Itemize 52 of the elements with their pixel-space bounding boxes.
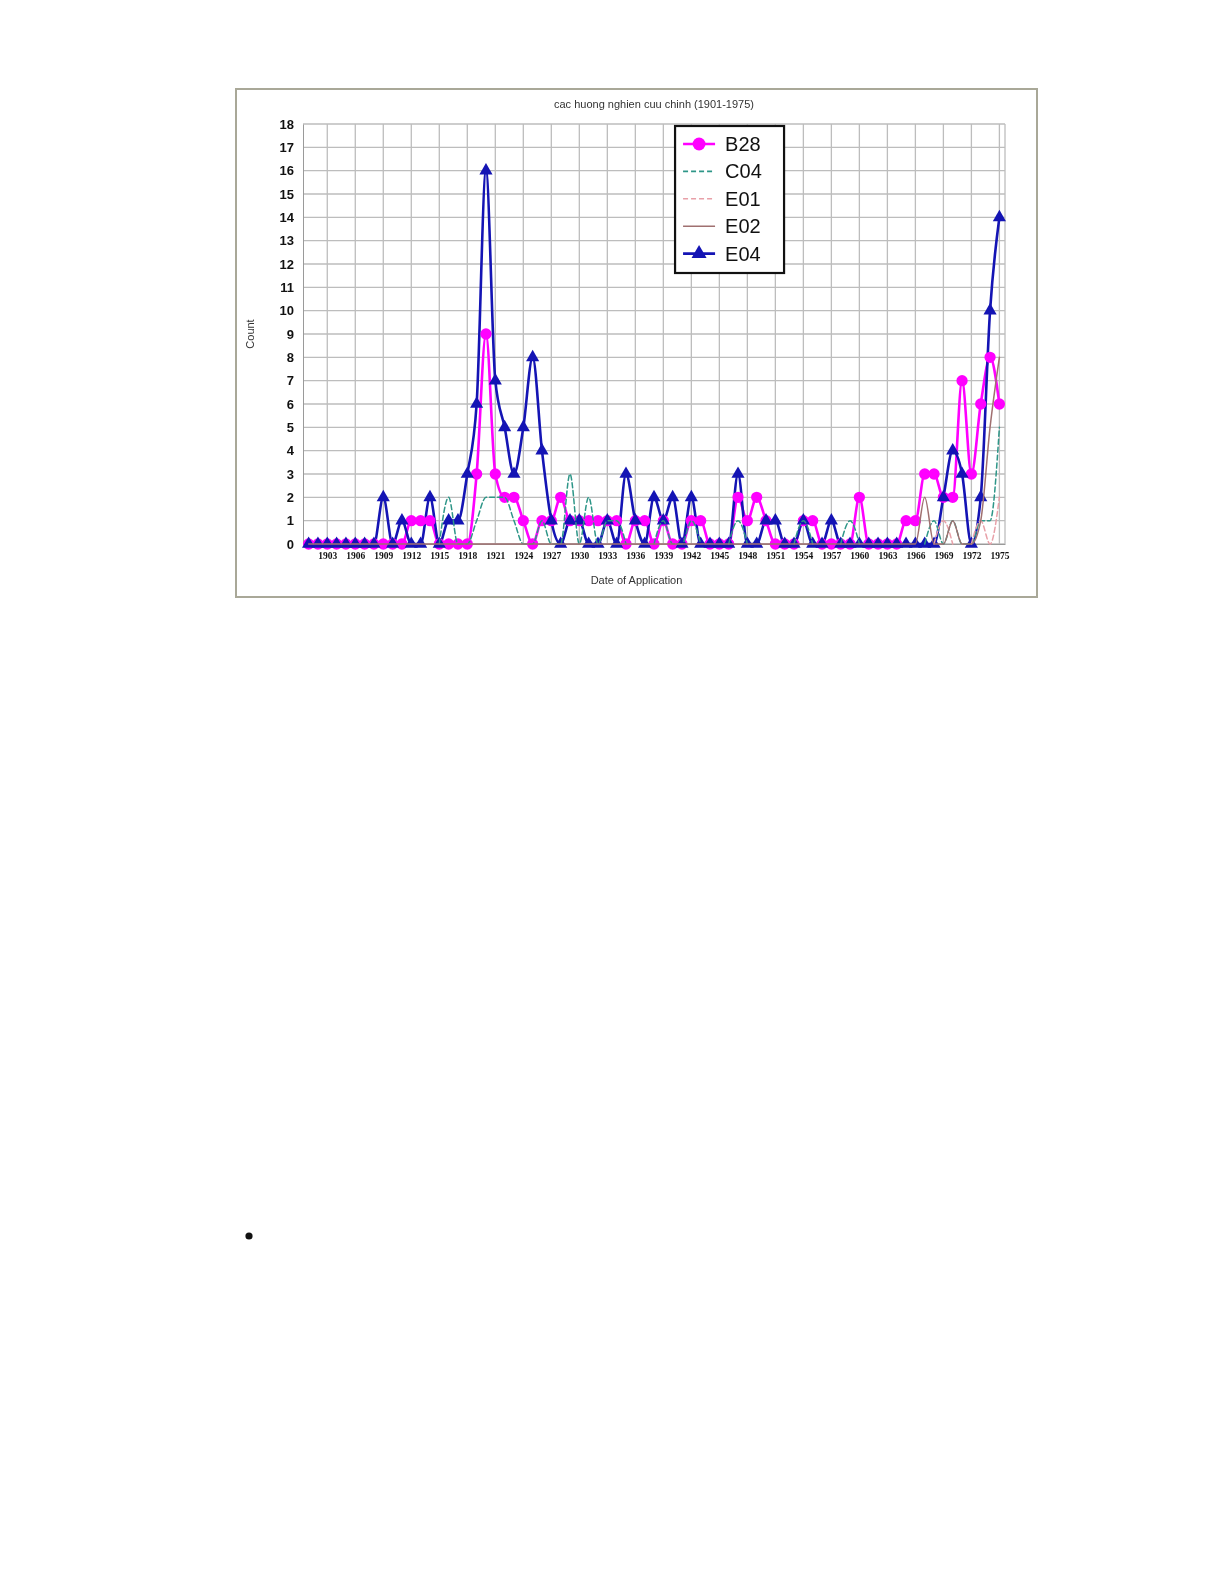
chart-title: cac huong nghien cuu chinh (1901-1975) xyxy=(554,98,754,110)
y-tick-label: 15 xyxy=(279,186,294,202)
x-tick-label: 1909 xyxy=(374,550,394,561)
legend-label: E04 xyxy=(725,242,761,265)
y-tick-label: 8 xyxy=(286,349,294,365)
y-tick-label: 10 xyxy=(279,303,294,319)
x-tick-label: 1936 xyxy=(626,550,646,561)
y-tick-label: 9 xyxy=(286,326,294,342)
x-tick-label: 1933 xyxy=(598,550,618,561)
x-axis-title: Date of Application xyxy=(590,574,683,586)
y-tick-label: 0 xyxy=(286,536,294,552)
x-tick-label: 1918 xyxy=(458,550,478,561)
y-tick-label: 7 xyxy=(286,373,294,389)
x-tick-label: 1963 xyxy=(878,550,898,561)
y-tick-label: 16 xyxy=(279,163,294,179)
y-tick-label: 1 xyxy=(286,513,294,529)
x-tick-label: 1948 xyxy=(738,550,758,561)
x-tick-label: 1945 xyxy=(710,550,730,561)
y-tick-label: 14 xyxy=(279,209,295,225)
x-tick-label: 1912 xyxy=(402,550,422,561)
x-tick-label: 1951 xyxy=(766,550,786,561)
x-tick-label: 1903 xyxy=(318,550,338,561)
x-tick-label: 1915 xyxy=(430,550,450,561)
legend-label: E02 xyxy=(725,215,761,238)
x-tick-label: 1954 xyxy=(794,550,814,561)
legend-label: B28 xyxy=(725,133,761,155)
x-tick-label: 1930 xyxy=(570,550,590,561)
y-tick-label: 2 xyxy=(286,489,294,505)
y-tick-label: 6 xyxy=(286,396,294,412)
x-tick-label: 1942 xyxy=(682,550,702,561)
y-tick-label: 17 xyxy=(279,139,294,155)
x-tick-label: 1906 xyxy=(346,550,366,561)
x-tick-label: 1960 xyxy=(850,550,870,561)
y-tick-label: 18 xyxy=(279,116,294,132)
y-tick-label: 11 xyxy=(280,279,294,295)
x-tick-label: 1969 xyxy=(934,550,954,561)
y-tick-label: 4 xyxy=(286,443,295,459)
x-tick-label: 1966 xyxy=(906,550,926,561)
y-tick-label: 5 xyxy=(286,419,294,435)
x-tick-label: 1972 xyxy=(962,550,982,561)
x-tick-label: 1975 xyxy=(990,550,1010,561)
y-tick-label: 13 xyxy=(279,233,294,249)
x-tick-label: 1921 xyxy=(486,550,506,561)
y-tick-label: 12 xyxy=(279,256,294,272)
x-tick-label: 1924 xyxy=(514,550,534,561)
x-tick-label: 1939 xyxy=(654,550,674,561)
x-tick-label: 1957 xyxy=(822,550,842,561)
legend-label: E01 xyxy=(725,187,761,210)
y-tick-label: 3 xyxy=(286,466,294,482)
x-tick-label: 1927 xyxy=(542,550,562,561)
legend-label: C04 xyxy=(725,160,762,183)
y-axis-title: Count xyxy=(244,319,256,349)
